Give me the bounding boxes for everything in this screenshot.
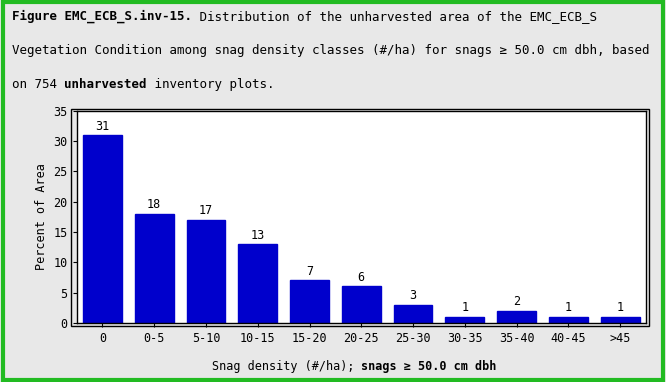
Text: Distribution of the unharvested area of the EMC_ECB_S: Distribution of the unharvested area of … xyxy=(192,10,597,23)
Text: snags ≥ 50.0 cm dbh: snags ≥ 50.0 cm dbh xyxy=(361,360,497,373)
Text: on 754: on 754 xyxy=(12,78,65,91)
Text: Snag density (#/ha);: Snag density (#/ha); xyxy=(212,360,361,373)
Bar xyxy=(238,244,277,323)
Bar xyxy=(290,280,329,323)
Text: 31: 31 xyxy=(95,120,110,133)
Text: 6: 6 xyxy=(358,271,365,284)
Text: 1: 1 xyxy=(617,301,623,314)
Text: Vegetation Condition among snag density classes (#/ha) for snags ≥ 50.0 cm dbh, : Vegetation Condition among snag density … xyxy=(12,44,649,57)
Bar xyxy=(549,317,588,323)
Bar xyxy=(394,304,432,323)
Text: 3: 3 xyxy=(410,289,417,302)
Text: inventory plots.: inventory plots. xyxy=(147,78,274,91)
Text: unharvested: unharvested xyxy=(65,78,147,91)
Bar xyxy=(601,317,639,323)
Bar xyxy=(446,317,484,323)
Y-axis label: Percent of Area: Percent of Area xyxy=(35,163,48,270)
Text: 18: 18 xyxy=(147,198,161,211)
Bar xyxy=(498,311,536,323)
Text: 13: 13 xyxy=(250,228,265,242)
Text: 2: 2 xyxy=(513,295,520,308)
Bar xyxy=(135,214,174,323)
Bar xyxy=(186,220,225,323)
Text: 17: 17 xyxy=(199,204,213,217)
Text: 1: 1 xyxy=(462,301,468,314)
Text: 1: 1 xyxy=(565,301,572,314)
Bar xyxy=(83,135,122,323)
Text: Figure EMC_ECB_S.inv-15.: Figure EMC_ECB_S.inv-15. xyxy=(12,10,192,23)
Text: 7: 7 xyxy=(306,265,313,278)
Bar xyxy=(342,286,381,323)
